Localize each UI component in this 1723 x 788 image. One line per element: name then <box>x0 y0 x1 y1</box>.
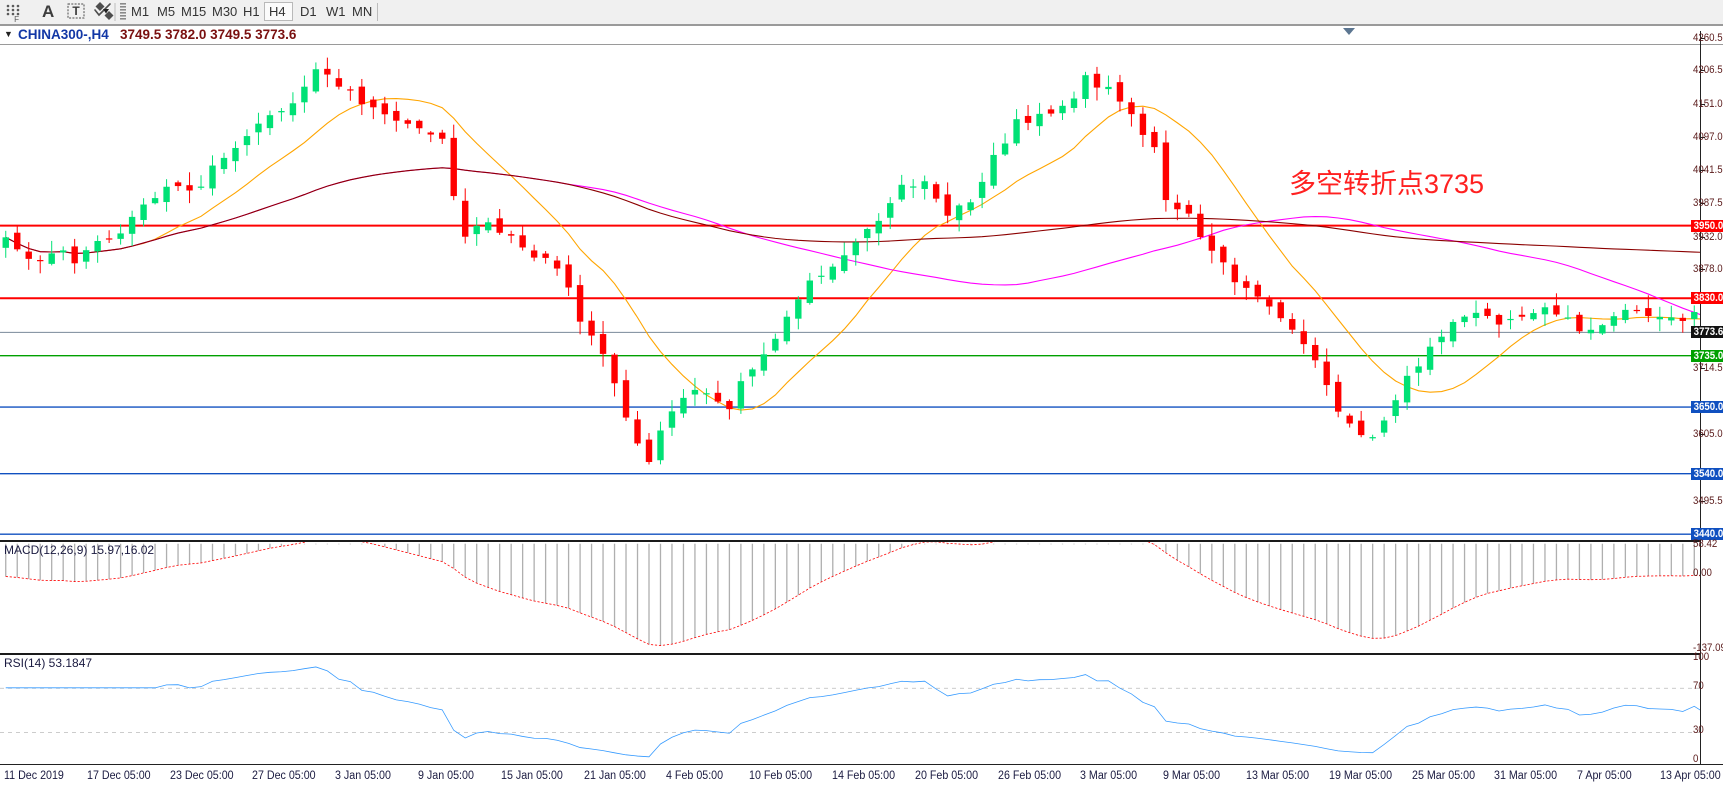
svg-text:A: A <box>42 2 54 21</box>
svg-text:F: F <box>14 15 19 24</box>
svg-text:T: T <box>72 4 80 18</box>
